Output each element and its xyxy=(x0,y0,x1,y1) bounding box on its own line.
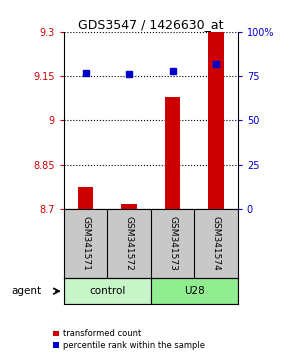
Bar xyxy=(209,32,224,209)
Text: GSM341571: GSM341571 xyxy=(81,216,90,271)
Bar xyxy=(78,187,93,209)
Text: GSM341574: GSM341574 xyxy=(211,216,221,271)
Bar xyxy=(122,204,137,209)
Bar xyxy=(165,97,180,209)
Text: GSM341572: GSM341572 xyxy=(124,216,134,271)
Bar xyxy=(64,278,151,304)
Text: U28: U28 xyxy=(184,286,205,296)
Text: control: control xyxy=(89,286,126,296)
Legend: transformed count, percentile rank within the sample: transformed count, percentile rank withi… xyxy=(53,329,205,350)
Text: GSM341573: GSM341573 xyxy=(168,216,177,271)
Title: GDS3547 / 1426630_at: GDS3547 / 1426630_at xyxy=(78,18,224,31)
Bar xyxy=(151,278,238,304)
Text: agent: agent xyxy=(12,286,42,296)
